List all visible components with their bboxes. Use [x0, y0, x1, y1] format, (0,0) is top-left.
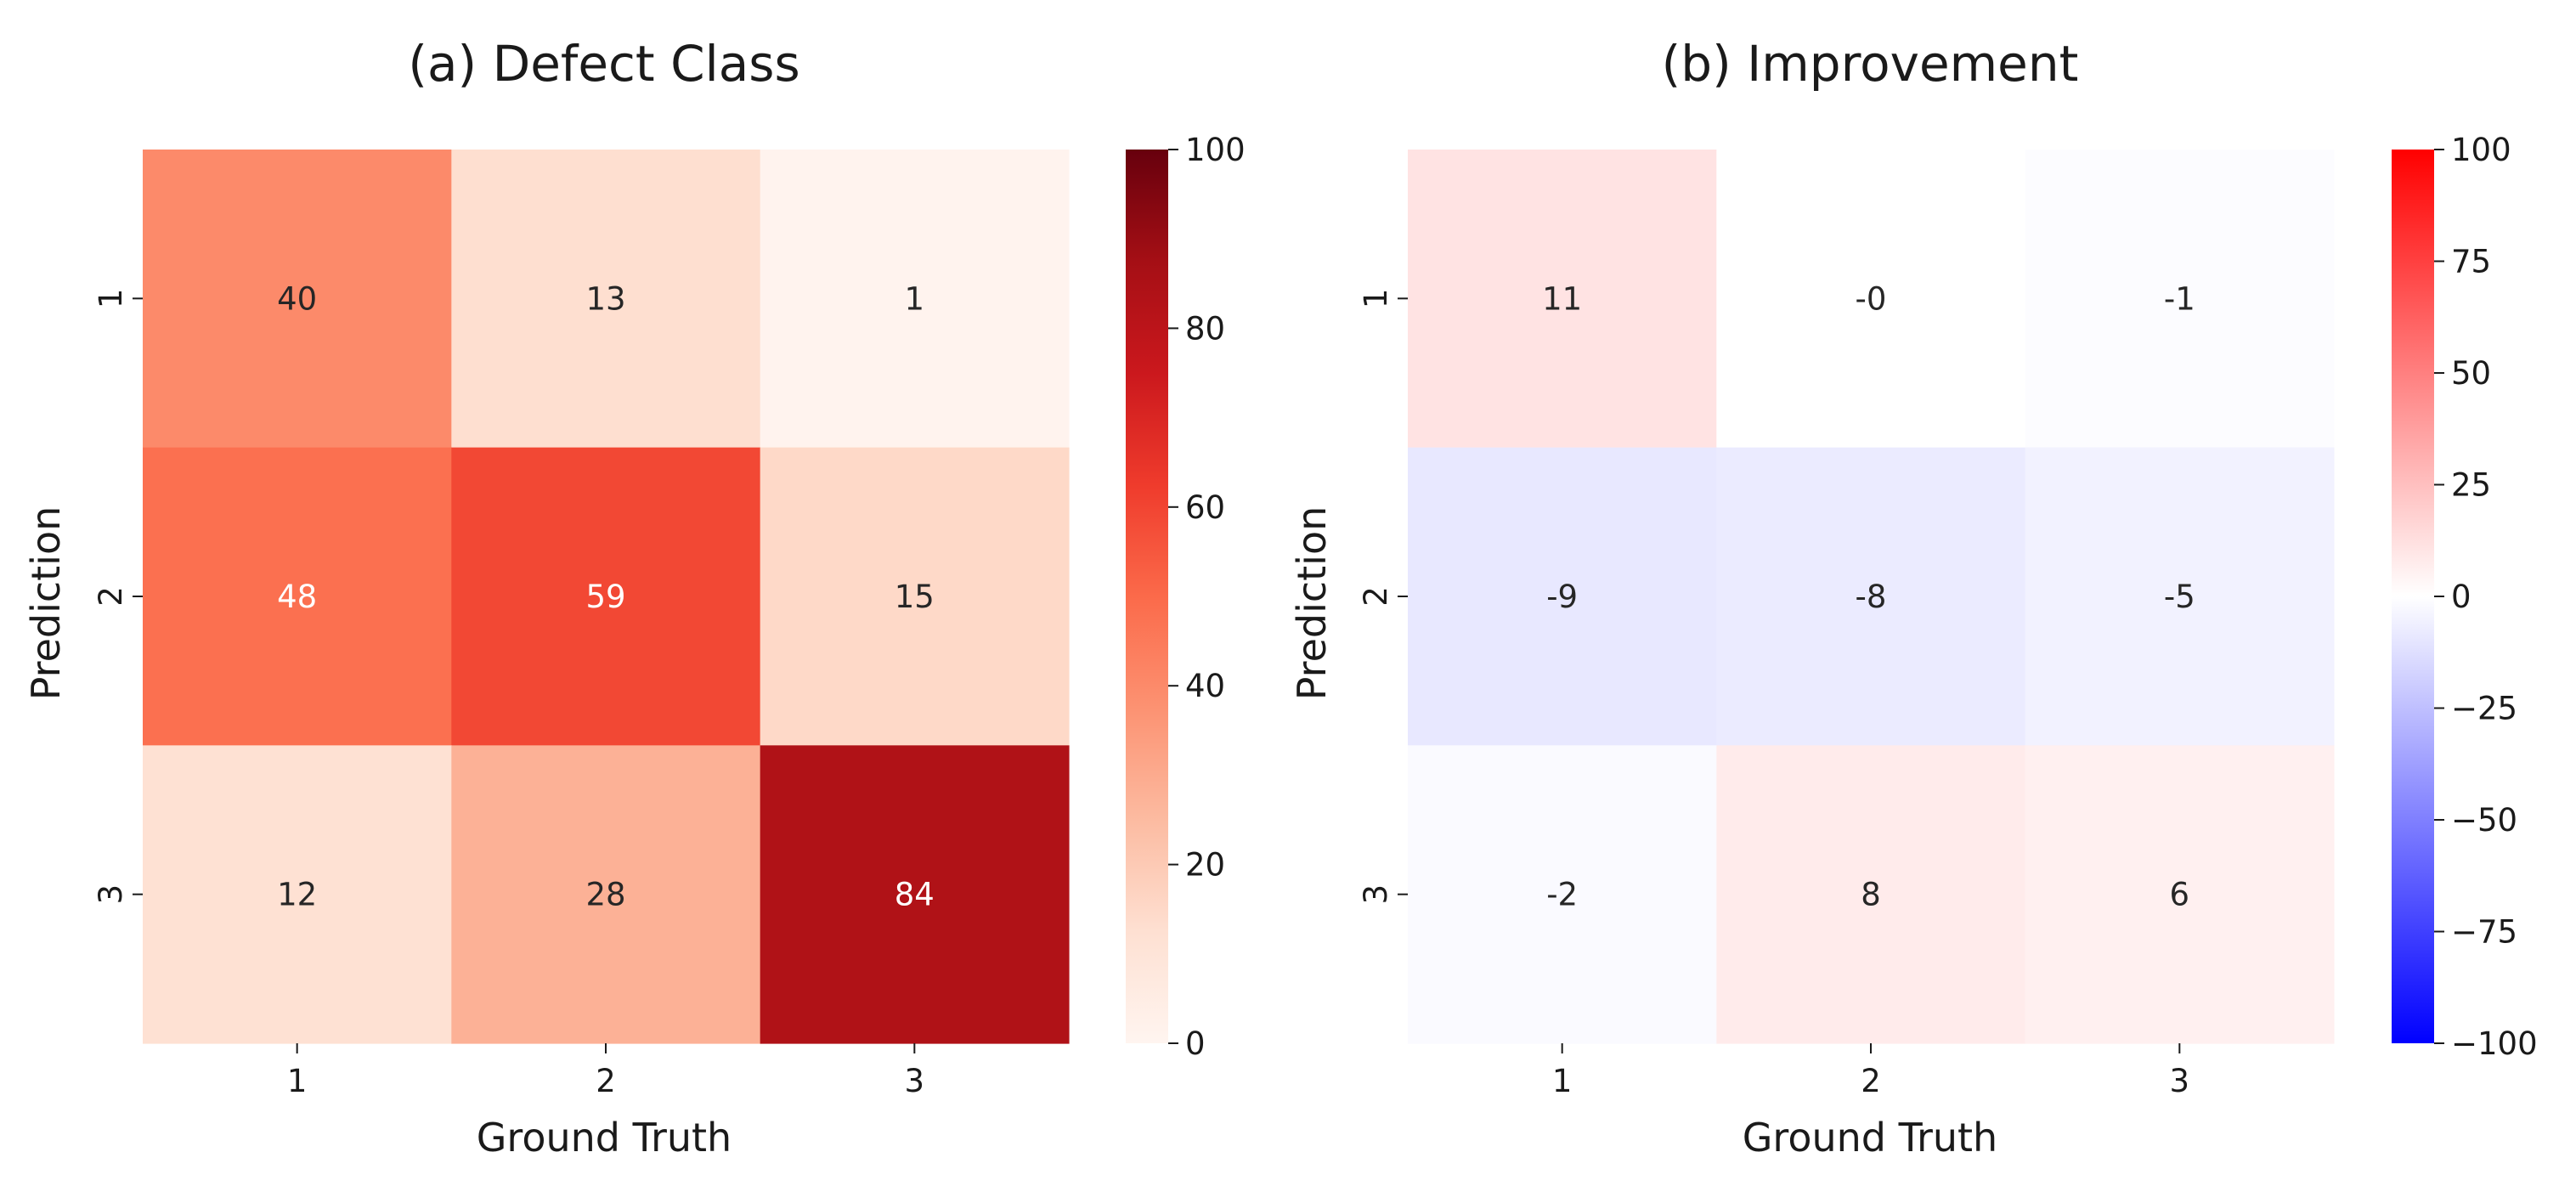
y-tick-label: 1 — [93, 289, 129, 309]
x-axis-label: Ground Truth — [477, 1115, 732, 1161]
colorbar-tick-label: 20 — [1185, 847, 1225, 884]
heatmap-cell — [1408, 745, 1717, 1044]
heatmap-cell — [760, 150, 1070, 449]
y-tick-label: 3 — [1358, 884, 1394, 905]
x-tick-label: 3 — [905, 1063, 925, 1099]
cell-value-label: -0 — [1856, 280, 1887, 317]
colorbar-tick-label: −100 — [2451, 1025, 2538, 1062]
panel-improvement: (b) Improvement 11 -0 -1 -9 -8 -5 -2 8 6 1 2 3 1 2 3… — [1289, 35, 2538, 1161]
colorbar-tick-label: −75 — [2451, 914, 2517, 951]
heatmap-cell — [2025, 745, 2335, 1044]
colorbar-tick-label: 75 — [2451, 244, 2491, 280]
heatmap-cell — [143, 150, 452, 449]
colorbar-tick-label: 40 — [1185, 668, 1225, 704]
cell-value-label: -9 — [1546, 579, 1578, 615]
y-tick-label: 3 — [93, 884, 129, 905]
colorbar-tick-label: −50 — [2451, 802, 2517, 839]
cell-value-label: 40 — [277, 280, 317, 317]
cell-value-label: -5 — [2164, 579, 2195, 615]
heatmap-cell — [1716, 447, 2026, 746]
heatmap-cell — [451, 447, 761, 746]
heatmap-cells: 11 -0 -1 -9 -8 -5 -2 8 6 — [1408, 150, 2335, 1044]
colorbar-tick-label: −25 — [2451, 691, 2517, 727]
cell-value-label: 48 — [277, 579, 317, 615]
heatmap-cell — [760, 447, 1070, 746]
cell-value-label: -1 — [2164, 280, 2195, 317]
x-tick-label: 1 — [1552, 1063, 1573, 1099]
colorbar-ticks: 0 20 40 60 80 100 — [1168, 132, 1246, 1062]
cell-value-label: 8 — [1861, 877, 1881, 913]
heatmap-cells: 40 13 1 48 59 15 12 28 84 — [143, 150, 1070, 1044]
x-axis-ticks: 1 2 3 — [287, 1043, 924, 1099]
heatmap-cell — [1716, 150, 2026, 449]
y-tick-label: 2 — [93, 586, 129, 607]
colorbar-tick-label: 0 — [2451, 579, 2471, 615]
cell-value-label: 28 — [585, 877, 625, 913]
heatmap-cell — [143, 447, 452, 746]
x-axis-label: Ground Truth — [1743, 1115, 1997, 1161]
heatmap-cell — [1408, 150, 1717, 449]
colorbar — [2392, 150, 2434, 1043]
colorbar-tick-label: 0 — [1185, 1025, 1206, 1062]
cell-value-label: -8 — [1856, 579, 1887, 615]
cell-value-label: 13 — [585, 280, 625, 317]
y-axis-label: Prediction — [23, 506, 69, 701]
cell-value-label: 15 — [895, 579, 935, 615]
colorbar-tick-label: 100 — [1185, 132, 1246, 168]
y-axis-ticks: 1 2 3 — [93, 289, 143, 905]
colorbar-tick-label: 60 — [1185, 489, 1225, 526]
heatmap-cell — [1408, 447, 1717, 746]
cell-value-label: 12 — [277, 877, 317, 913]
cell-value-label: 6 — [2170, 877, 2190, 913]
cell-value-label: 1 — [905, 280, 925, 317]
colorbar-tick-label: 80 — [1185, 310, 1225, 347]
colorbar-ticks: −100 −75 −50 −25 0 25 50 75 100 — [2434, 132, 2538, 1062]
x-tick-label: 2 — [1861, 1063, 1881, 1099]
heatmap-cell — [760, 745, 1070, 1044]
x-tick-label: 2 — [596, 1063, 616, 1099]
x-tick-label: 1 — [287, 1063, 308, 1099]
cell-value-label: -2 — [1546, 877, 1578, 913]
x-tick-label: 3 — [2170, 1063, 2190, 1099]
y-tick-label: 1 — [1358, 289, 1394, 309]
colorbar-tick-label: 50 — [2451, 355, 2491, 392]
heatmap-cell — [1716, 745, 2026, 1044]
chart-title: (a) Defect Class — [408, 35, 799, 93]
heatmap-cell — [451, 150, 761, 449]
heatmap-cell — [143, 745, 452, 1044]
y-axis-label: Prediction — [1289, 506, 1335, 701]
y-axis-ticks: 1 2 3 — [1358, 289, 1408, 905]
colorbar-tick-label: 100 — [2451, 132, 2511, 168]
heatmap-cell — [451, 745, 761, 1044]
colorbar-tick-label: 25 — [2451, 467, 2491, 504]
y-tick-label: 2 — [1358, 586, 1394, 607]
cell-value-label: 11 — [1542, 280, 1582, 317]
cell-value-label: 84 — [895, 877, 935, 913]
chart-title: (b) Improvement — [1662, 35, 2079, 93]
x-axis-ticks: 1 2 3 — [1552, 1043, 2189, 1099]
colorbar — [1126, 150, 1168, 1043]
heatmap-cell — [2025, 447, 2335, 746]
heatmap-cell — [2025, 150, 2335, 449]
cell-value-label: 59 — [585, 579, 625, 615]
